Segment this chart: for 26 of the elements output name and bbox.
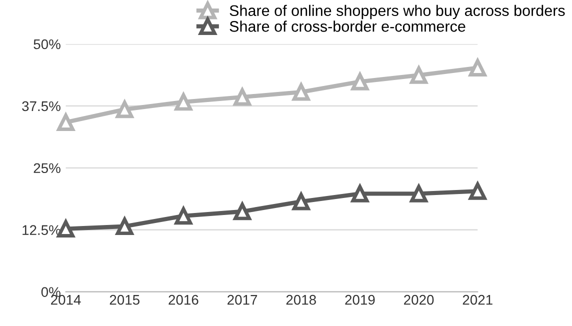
point	[292, 83, 310, 101]
point	[351, 184, 369, 202]
x-tick-label: 2020	[404, 294, 434, 305]
x-tick-label: 2016	[168, 294, 198, 305]
legend-label: Share of cross-border e-commerce	[230, 20, 466, 32]
point	[174, 207, 192, 225]
x-tick-label: 2018	[286, 294, 316, 305]
point	[292, 192, 310, 210]
x-tick-label: 2019	[345, 294, 375, 305]
x-tick-label: 2021	[462, 294, 492, 305]
y-tick-label: 37.5%	[22, 101, 60, 112]
x-tick-label: 2015	[110, 294, 140, 305]
point	[410, 184, 428, 202]
legend-label: Share of online shoppers who buy across borders	[230, 4, 565, 20]
x-tick-label: 2014	[51, 294, 81, 305]
point	[234, 88, 251, 106]
x-tick-label: 2017	[228, 294, 258, 305]
y-tick-label: 0%	[41, 287, 60, 297]
y-tick-label: 25%	[34, 163, 60, 174]
point	[116, 218, 134, 236]
point	[174, 93, 192, 111]
y-tick-label: 12.5%	[22, 225, 60, 235]
point	[116, 100, 134, 118]
point	[351, 72, 369, 90]
point	[234, 202, 251, 220]
y-tick-label: 50%	[34, 39, 60, 50]
